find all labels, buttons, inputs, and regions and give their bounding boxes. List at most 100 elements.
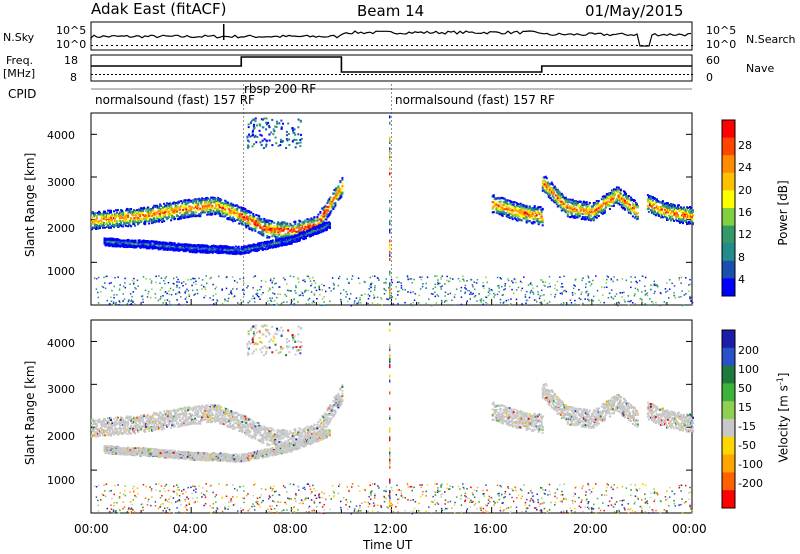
velocity-echo [120, 422, 122, 425]
power-echo [332, 208, 335, 210]
power-echo [158, 206, 161, 209]
velocity-echo [303, 428, 306, 431]
velocity-echo [163, 427, 166, 430]
velocity-echo [181, 418, 184, 420]
nsearch-dot [186, 45, 188, 46]
power-echo [265, 229, 268, 232]
power-echo [156, 246, 159, 249]
power-echo [185, 208, 188, 211]
nsearch-dot [601, 45, 603, 46]
nave-dot [387, 74, 389, 75]
velocity-echo [94, 431, 96, 434]
power-echo [138, 239, 141, 242]
velocity-echo [178, 407, 181, 410]
power-echo [165, 204, 168, 207]
velocity-echo [132, 418, 135, 421]
velocity-echo [113, 431, 115, 434]
velocity-echo [204, 415, 207, 418]
nave-dot [195, 74, 197, 75]
velocity-echo [103, 419, 105, 422]
power-echo [329, 211, 332, 214]
power-echo [204, 208, 207, 210]
power-echo [179, 212, 182, 215]
power-echo [295, 230, 298, 233]
velocity-echo [290, 431, 293, 434]
power-echo [262, 227, 265, 230]
power-echo [127, 216, 130, 218]
velocity-echo [329, 404, 332, 406]
power-echo [107, 209, 109, 212]
velocity-echo [197, 413, 200, 416]
velocity-echo [147, 418, 150, 421]
nsearch-dot [126, 45, 128, 46]
power-echo [312, 218, 315, 221]
velocity-echo [299, 427, 302, 430]
velocity-echo [341, 392, 344, 395]
nave-dot [207, 74, 209, 75]
power-echo [190, 208, 193, 211]
velocity-echo [301, 429, 304, 432]
velocity-echo [182, 413, 185, 416]
velocity-echo [123, 429, 126, 431]
power-echo [329, 206, 332, 209]
velocity-echo [110, 434, 112, 437]
velocity-echo [134, 449, 137, 451]
power-echo [294, 223, 297, 226]
nave-dot [259, 74, 261, 75]
power-echo [137, 216, 140, 219]
power-echo [172, 244, 175, 247]
velocity-echo [147, 426, 150, 429]
velocity-echo [333, 399, 336, 402]
velocity-echo [272, 435, 275, 438]
nsearch-dot [261, 45, 263, 46]
power-echo [130, 225, 133, 228]
nsearch-dot [416, 45, 418, 46]
power-echo [331, 206, 334, 209]
power-echo [94, 220, 96, 223]
velocity-echo [276, 444, 279, 447]
power-echo [112, 237, 115, 240]
velocity-echo [312, 428, 315, 431]
power-echo [265, 231, 268, 234]
power-echo [221, 215, 224, 218]
power-echo [161, 214, 164, 217]
velocity-echo [213, 407, 216, 410]
power-echo [153, 217, 156, 220]
power-echo [255, 226, 258, 229]
velocity-echo [150, 419, 153, 422]
velocity-echo [337, 392, 340, 395]
power-echo [210, 200, 213, 203]
nave-dot [107, 74, 109, 75]
power-echo [120, 224, 122, 227]
nsky-line [90, 30, 692, 47]
power-echo [231, 219, 234, 222]
power-echo [265, 227, 268, 230]
freq-frame [90, 54, 693, 82]
nsearch-dot [481, 45, 483, 46]
power-echo [315, 224, 318, 227]
nave-dot [279, 74, 281, 75]
power-echo [108, 243, 111, 246]
power-echo [174, 203, 177, 206]
velocity-echo [221, 422, 224, 425]
velocity-echo [216, 413, 219, 416]
power-echo [142, 210, 145, 213]
power-echo [127, 242, 130, 245]
nave-dot [595, 74, 597, 75]
velocity-echo [187, 409, 190, 412]
velocity-echo [153, 419, 156, 422]
nsearch-dot [196, 45, 198, 46]
velocity-echo [237, 419, 240, 422]
nsearch-dot [506, 45, 508, 46]
power-echo [136, 212, 139, 215]
power-echo [137, 223, 140, 226]
power-echo [147, 206, 150, 209]
power-echo [134, 224, 137, 227]
velocity-echo [255, 421, 258, 424]
power-echo [171, 216, 174, 219]
velocity-echo [301, 434, 304, 437]
power-echo [273, 234, 276, 237]
velocity-echo [94, 428, 96, 430]
power-echo [231, 217, 234, 220]
